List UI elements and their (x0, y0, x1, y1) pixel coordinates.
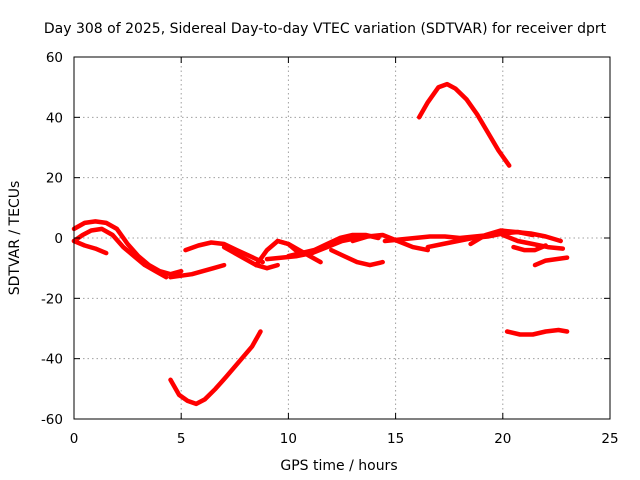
y-tick-label: -40 (41, 352, 63, 368)
y-tick-label: 60 (46, 50, 63, 66)
series-sat-k (275, 238, 323, 265)
x-tick-label: 20 (494, 431, 511, 447)
grid (74, 57, 610, 419)
x-tick-label: 10 (280, 431, 297, 447)
y-axis-label: SDTVAR / TECUs (7, 181, 23, 296)
series-sat-q (468, 228, 563, 247)
series-sat-g (183, 240, 265, 265)
series-sat-n (350, 232, 431, 253)
x-tick-label: 5 (177, 431, 186, 447)
chart-title: Day 308 of 2025, Sidereal Day-to-day VTE… (44, 21, 607, 37)
series-sat-r (500, 232, 566, 251)
x-tick-label: 0 (70, 431, 79, 447)
series-sat-s (511, 243, 548, 253)
series-sat-c (71, 219, 184, 277)
series-sat-h (221, 244, 280, 271)
series-sat-l (286, 232, 381, 259)
series-sat-m (329, 247, 385, 268)
y-tick-label: 0 (54, 231, 63, 247)
series-sat-d (71, 226, 169, 280)
y-tick-label: -60 (41, 412, 63, 428)
plot-frame (73, 56, 611, 420)
y-tick-label: 40 (46, 110, 63, 126)
y-tick-label: -20 (41, 291, 63, 307)
x-tick-label: 15 (387, 431, 404, 447)
series-sat-b (168, 329, 263, 407)
series-sat-t (532, 255, 570, 268)
y-tick-label: 20 (46, 171, 63, 187)
series-sat-e (71, 238, 109, 256)
x-axis-label: GPS time / hours (280, 458, 397, 474)
data-series (71, 81, 570, 407)
series-sat-j (264, 235, 360, 262)
series-sat-a (416, 81, 512, 168)
axis-ticks: 0 5 10 15 20 25 -60 -40 -20 0 20 40 60 (41, 50, 619, 447)
x-tick-label: 25 (601, 431, 618, 447)
series-sat-u (504, 327, 570, 337)
series-sat-f (168, 262, 227, 280)
